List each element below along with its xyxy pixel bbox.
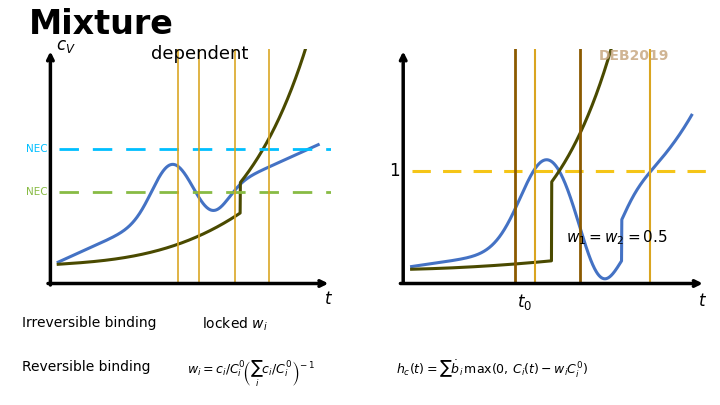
Text: DEB2019: DEB2019 <box>598 49 669 63</box>
Text: $1$: $1$ <box>390 162 400 180</box>
Text: dependent: dependent <box>151 45 248 62</box>
Text: $t$: $t$ <box>698 292 707 310</box>
Text: $h_c(t) = \sum \dot{b}_i\,\max(0,\,C_i(t)-w_i C_i^0)$: $h_c(t) = \sum \dot{b}_i\,\max(0,\,C_i(t… <box>396 358 588 379</box>
Text: $t_0$: $t_0$ <box>518 292 533 312</box>
Text: NEC: NEC <box>26 144 48 154</box>
Text: $w_1 = w_2 = 0.5$: $w_1 = w_2 = 0.5$ <box>566 228 667 247</box>
Text: Mixture: Mixture <box>29 8 174 41</box>
Text: Reversible binding: Reversible binding <box>22 360 150 375</box>
Text: $w_i = c_i/C_i^0\!\left(\sum_i c_i/C_i^0\right)^{\!-1}$: $w_i = c_i/C_i^0\!\left(\sum_i c_i/C_i^0… <box>187 358 315 389</box>
Text: NEC: NEC <box>26 187 48 197</box>
Text: Irreversible binding: Irreversible binding <box>22 316 156 330</box>
Text: $c_V$: $c_V$ <box>55 37 76 55</box>
Text: $t$: $t$ <box>324 290 333 308</box>
Text: locked $w_i$: locked $w_i$ <box>202 316 267 333</box>
